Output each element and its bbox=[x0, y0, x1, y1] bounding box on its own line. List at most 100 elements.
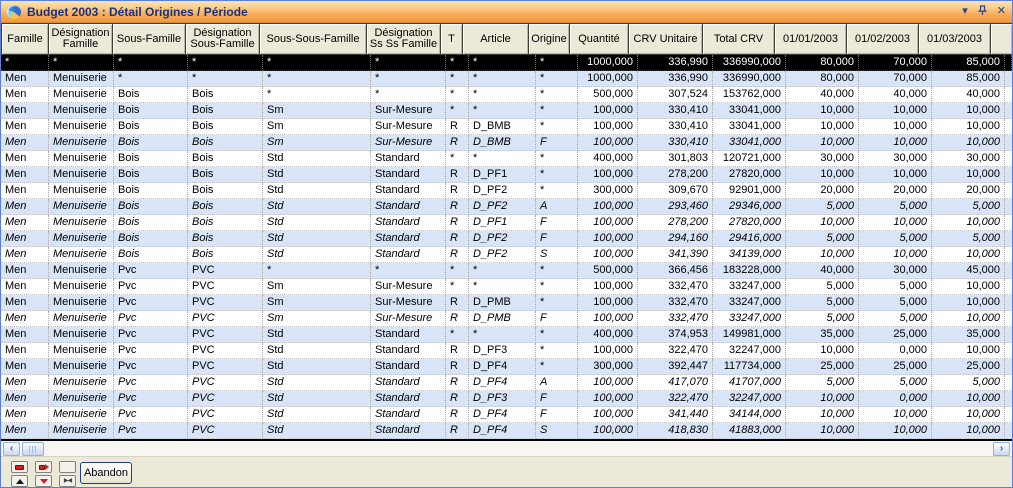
table-row[interactable]: Men Menuiserie Bois Bois Sm Sur-Mesure R D_BMB F… bbox=[1, 135, 1012, 151]
cell-quantit: 1000,000 bbox=[578, 71, 638, 87]
table-row[interactable]: Men Menuiserie Bois Bois Sm Sur-Mesure R D_BMB *… bbox=[1, 119, 1012, 135]
nav-current-record-button[interactable] bbox=[35, 461, 52, 473]
cell-quantit: 300,000 bbox=[578, 183, 638, 199]
cell-sous-famille: Bois bbox=[114, 231, 188, 247]
column-header-sous-sous-famille[interactable]: Sous-Sous-Famille bbox=[259, 23, 367, 55]
column-header-01-03-2003[interactable]: 01/03/2003 bbox=[918, 23, 991, 55]
cell-sous-sous-famille: Std bbox=[263, 151, 371, 167]
cell-filler bbox=[1005, 71, 1012, 87]
cell-01-01-2003: 30,000 bbox=[786, 151, 859, 167]
footer-panel: ▶◀ Abandon bbox=[1, 457, 1012, 487]
column-header-famille[interactable]: Famille bbox=[1, 23, 49, 55]
column-header-d-signation-famille[interactable]: Désignation Famille bbox=[48, 23, 113, 55]
nav-first-record-button[interactable] bbox=[11, 461, 28, 473]
table-row[interactable]: Men Menuiserie Pvc PVC Std Standard R D_PF4 * 300… bbox=[1, 359, 1012, 375]
column-header-crv-unitaire[interactable]: CRV Unitaire bbox=[628, 23, 703, 55]
cell-article: D_PF1 bbox=[469, 215, 536, 231]
cell-article: D_PF2 bbox=[469, 231, 536, 247]
cell-01-02-2003: 0,000 bbox=[859, 391, 932, 407]
cell-d-signation-sous-famille: Bois bbox=[188, 183, 263, 199]
cell-d-signation-sous-famille: * bbox=[188, 71, 263, 87]
column-header-sous-famille[interactable]: Sous-Famille bbox=[112, 23, 186, 55]
table-row[interactable]: Men Menuiserie Pvc PVC * * * * * 500,000 366,456 18… bbox=[1, 263, 1012, 279]
up-triangle-icon bbox=[15, 478, 24, 484]
cell-total-crv: 117734,000 bbox=[713, 359, 786, 375]
table-row[interactable]: Men Menuiserie Pvc PVC Std Standard R D_PF4 F 100… bbox=[1, 407, 1012, 423]
table-row[interactable]: Men Menuiserie Bois Bois Std Standard * * * 400,0… bbox=[1, 151, 1012, 167]
scroll-left-icon[interactable]: ‹ bbox=[3, 442, 20, 456]
cell-d-signation-famille: Menuiserie bbox=[49, 407, 114, 423]
cell-01-01-2003: 10,000 bbox=[786, 135, 859, 151]
table-row[interactable]: Men Menuiserie Pvc PVC Sm Sur-Mesure R D_PMB F 10… bbox=[1, 311, 1012, 327]
cell-d-signation-sous-famille: * bbox=[188, 55, 263, 71]
horizontal-scrollbar[interactable]: ‹ › bbox=[1, 441, 1012, 457]
cell-01-01-2003: 5,000 bbox=[786, 231, 859, 247]
cell-famille: Men bbox=[1, 119, 49, 135]
cell-01-01-2003: 80,000 bbox=[786, 71, 859, 87]
table-row[interactable]: Men Menuiserie Pvc PVC Std Standard R D_PF3 * 100… bbox=[1, 343, 1012, 359]
cell-filler bbox=[1005, 55, 1012, 71]
close-icon[interactable]: ✕ bbox=[996, 5, 1006, 17]
scrollbar-thumb[interactable] bbox=[22, 442, 44, 456]
cell-d-signation-ss-ss-famille: Standard bbox=[371, 407, 446, 423]
pin-icon[interactable] bbox=[977, 4, 987, 19]
table-row[interactable]: Men Menuiserie Bois Bois Std Standard R D_PF1 F 1… bbox=[1, 215, 1012, 231]
table-row[interactable]: Men Menuiserie Pvc PVC Sm Sur-Mesure R D_PMB * 10… bbox=[1, 295, 1012, 311]
cell-d-signation-sous-famille: PVC bbox=[188, 375, 263, 391]
cell-article: * bbox=[469, 103, 536, 119]
cell-sous-famille: Pvc bbox=[114, 311, 188, 327]
cell-sous-sous-famille: Std bbox=[263, 199, 371, 215]
collapse-icon[interactable]: ▾ bbox=[962, 5, 968, 17]
column-header-d-signation-ss-ss-famille[interactable]: Désignation Ss Ss Famille bbox=[366, 23, 441, 55]
cell-01-01-2003: 5,000 bbox=[786, 199, 859, 215]
cell-d-signation-sous-famille: PVC bbox=[188, 279, 263, 295]
cell-d-signation-sous-famille: Bois bbox=[188, 199, 263, 215]
table-row[interactable]: Men Menuiserie Bois Bois Sm Sur-Mesure * * * 100,… bbox=[1, 103, 1012, 119]
cell-01-01-2003: 25,000 bbox=[786, 359, 859, 375]
nav-up-button[interactable] bbox=[11, 475, 28, 487]
column-header-t[interactable]: T bbox=[440, 23, 463, 55]
cell-d-signation-ss-ss-famille: Standard bbox=[371, 391, 446, 407]
cell-article: D_PF2 bbox=[469, 247, 536, 263]
table-row[interactable]: Men Menuiserie Bois Bois Std Standard R D_PF2 A 1… bbox=[1, 199, 1012, 215]
column-header-01-02-2003[interactable]: 01/02/2003 bbox=[846, 23, 919, 55]
table-row[interactable]: Men Menuiserie Bois Bois Std Standard R D_PF2 * 3… bbox=[1, 183, 1012, 199]
cell-d-signation-famille: Menuiserie bbox=[49, 279, 114, 295]
column-header-origine[interactable]: Origine bbox=[528, 23, 570, 55]
nav-blank-button[interactable] bbox=[59, 461, 76, 473]
column-header-article[interactable]: Article bbox=[462, 23, 529, 55]
table-row[interactable]: Men Menuiserie Bois Bois Std Standard R D_PF1 * 1… bbox=[1, 167, 1012, 183]
cell-quantit: 100,000 bbox=[578, 215, 638, 231]
table-row-selected[interactable]: * * * * * * * * * 1000,000 336,990 336990,000 80,000… bbox=[1, 55, 1012, 71]
cell-d-signation-famille: Menuiserie bbox=[49, 87, 114, 103]
cell-t: R bbox=[446, 311, 469, 327]
nav-down-button[interactable] bbox=[35, 475, 52, 487]
column-header-quantit[interactable]: Quantité bbox=[569, 23, 629, 55]
column-header-d-signation-sous-famille[interactable]: Désignation Sous-Famille bbox=[185, 23, 260, 55]
table-row[interactable]: Men Menuiserie * * * * * * * 1000,000 336,990 33699… bbox=[1, 71, 1012, 87]
cell-sous-sous-famille: Std bbox=[263, 375, 371, 391]
cell-famille: Men bbox=[1, 327, 49, 343]
column-header-01-01-2003[interactable]: 01/01/2003 bbox=[774, 23, 847, 55]
title-bar[interactable]: Budget 2003 : Détail Origines / Période … bbox=[1, 1, 1012, 23]
scroll-right-icon[interactable]: › bbox=[993, 442, 1010, 456]
table-row[interactable]: Men Menuiserie Pvc PVC Std Standard R D_PF4 S 100… bbox=[1, 423, 1012, 439]
cell-d-signation-famille: Menuiserie bbox=[49, 263, 114, 279]
cell-d-signation-ss-ss-famille: Standard bbox=[371, 327, 446, 343]
table-row[interactable]: Men Menuiserie Pvc PVC Std Standard R D_PF3 F 100… bbox=[1, 391, 1012, 407]
table-row[interactable]: Men Menuiserie Pvc PVC Std Standard * * * 400,000… bbox=[1, 327, 1012, 343]
table-row[interactable]: Men Menuiserie Pvc PVC Std Standard R D_PF4 A 100… bbox=[1, 375, 1012, 391]
column-header-total-crv[interactable]: Total CRV bbox=[702, 23, 775, 55]
abandon-button[interactable]: Abandon bbox=[80, 462, 132, 484]
cell-01-03-2003: 10,000 bbox=[932, 423, 1005, 439]
cell-d-signation-sous-famille: Bois bbox=[188, 103, 263, 119]
table-row[interactable]: Men Menuiserie Bois Bois Std Standard R D_PF2 F 1… bbox=[1, 231, 1012, 247]
table-row[interactable]: Men Menuiserie Bois Bois Std Standard R D_PF2 S 1… bbox=[1, 247, 1012, 263]
cell-01-03-2003: 10,000 bbox=[932, 215, 1005, 231]
cell-d-signation-sous-famille: PVC bbox=[188, 359, 263, 375]
table-row[interactable]: Men Menuiserie Bois Bois * * * * * 500,000 307,524… bbox=[1, 87, 1012, 103]
cell-01-03-2003: 35,000 bbox=[932, 327, 1005, 343]
nav-collapse-button[interactable]: ▶◀ bbox=[59, 475, 76, 487]
table-row[interactable]: Men Menuiserie Pvc PVC Sm Sur-Mesure * * * 100,00… bbox=[1, 279, 1012, 295]
cell-article: D_PF4 bbox=[469, 375, 536, 391]
